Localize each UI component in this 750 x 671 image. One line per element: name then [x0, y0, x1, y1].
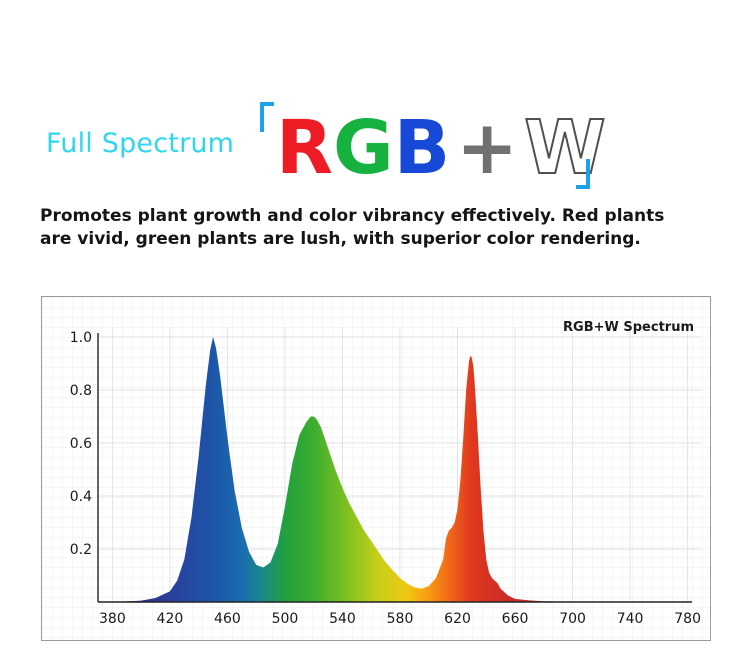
y-tick-label: 0.4 — [70, 489, 92, 505]
spectrum-chart-svg: 380 420 460 500 540 580 620 660 700 740 780 0.2 0.4 0… — [42, 297, 710, 640]
open-bracket-icon — [260, 102, 274, 132]
x-tick-label: 420 — [157, 611, 184, 627]
full-spectrum-label: Full Spectrum — [46, 128, 235, 159]
y-tick-label: 0.6 — [70, 436, 92, 452]
x-tick-label: 660 — [502, 611, 529, 627]
x-tick-label: 460 — [214, 611, 241, 627]
grid-lines — [98, 327, 702, 602]
rgbw-logo: RGB+W — [276, 105, 607, 191]
x-tick-label: 620 — [444, 611, 471, 627]
logo-letter-r: R — [276, 105, 333, 191]
x-tick-label: 540 — [329, 611, 356, 627]
axes — [97, 333, 692, 603]
x-tick-label: 780 — [674, 611, 701, 627]
spectrum-area — [112, 337, 688, 602]
y-tick-label: 0.8 — [70, 383, 92, 399]
chart-title: RGB+W Spectrum — [563, 320, 694, 335]
x-tick-label: 740 — [617, 611, 644, 627]
x-tick-label: 580 — [387, 611, 414, 627]
tick-labels: 380 420 460 500 540 580 620 660 700 740 780 0.2 0.4 0… — [70, 330, 701, 627]
y-tick-label: 0.2 — [70, 542, 92, 558]
y-tick-label: 1.0 — [70, 330, 92, 346]
logo-letter-g: G — [332, 105, 394, 191]
x-tick-label: 700 — [559, 611, 586, 627]
x-tick-label: 380 — [99, 611, 126, 627]
logo-letter-b: B — [393, 105, 451, 191]
close-bracket-icon — [576, 159, 590, 189]
description-text: Promotes plant growth and color vibrancy… — [40, 206, 665, 249]
logo-plus: + — [456, 105, 519, 191]
spectrum-chart: 380 420 460 500 540 580 620 660 700 740 780 0.2 0.4 0… — [41, 296, 711, 641]
logo-letter-w: W — [523, 105, 607, 191]
x-tick-label: 500 — [272, 611, 299, 627]
